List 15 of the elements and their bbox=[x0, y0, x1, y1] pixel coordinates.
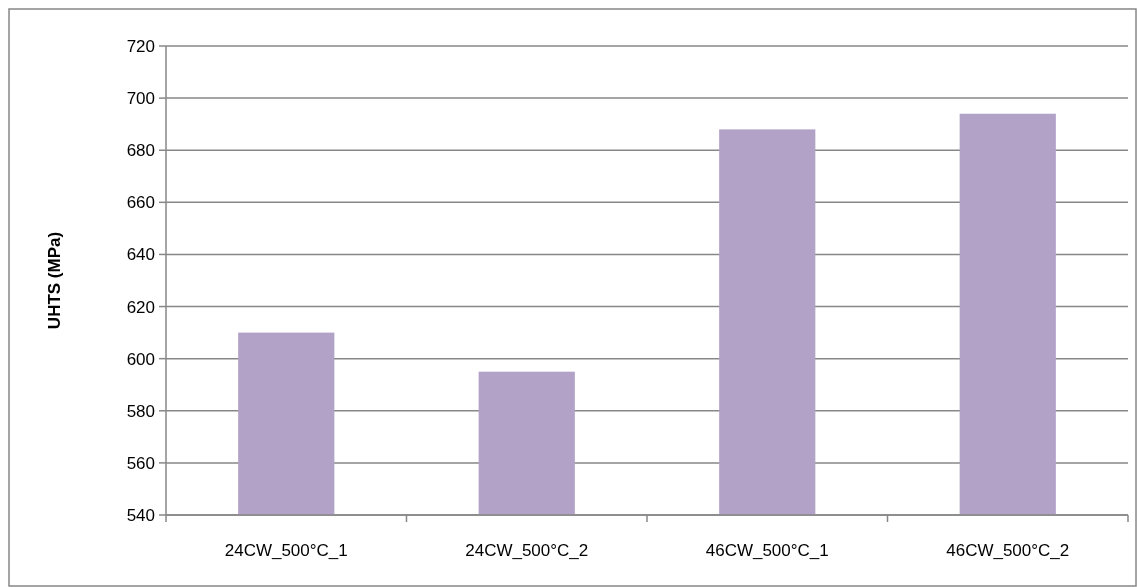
y-tick-label: 580 bbox=[126, 401, 155, 421]
y-tick-label: 680 bbox=[126, 141, 155, 161]
y-tick-label: 640 bbox=[126, 245, 155, 265]
x-tick-label: 24CW_500°C_1 bbox=[224, 541, 348, 560]
y-tick-label: 560 bbox=[126, 453, 155, 473]
x-tick-label: 46CW_500°C_1 bbox=[705, 541, 829, 560]
y-tick-label: 720 bbox=[126, 36, 155, 56]
y-axis-title: UHTS (MPa) bbox=[45, 231, 64, 330]
y-tick-label: 620 bbox=[126, 297, 155, 317]
y-tick-label: 700 bbox=[126, 89, 155, 109]
y-tick-label: 540 bbox=[126, 505, 155, 525]
y-tick-label: 600 bbox=[126, 349, 155, 369]
x-tick-label: 24CW_500°C_2 bbox=[465, 541, 589, 560]
x-tick-label: 46CW_500°C_2 bbox=[946, 541, 1070, 560]
y-tick-label: 660 bbox=[126, 193, 155, 213]
